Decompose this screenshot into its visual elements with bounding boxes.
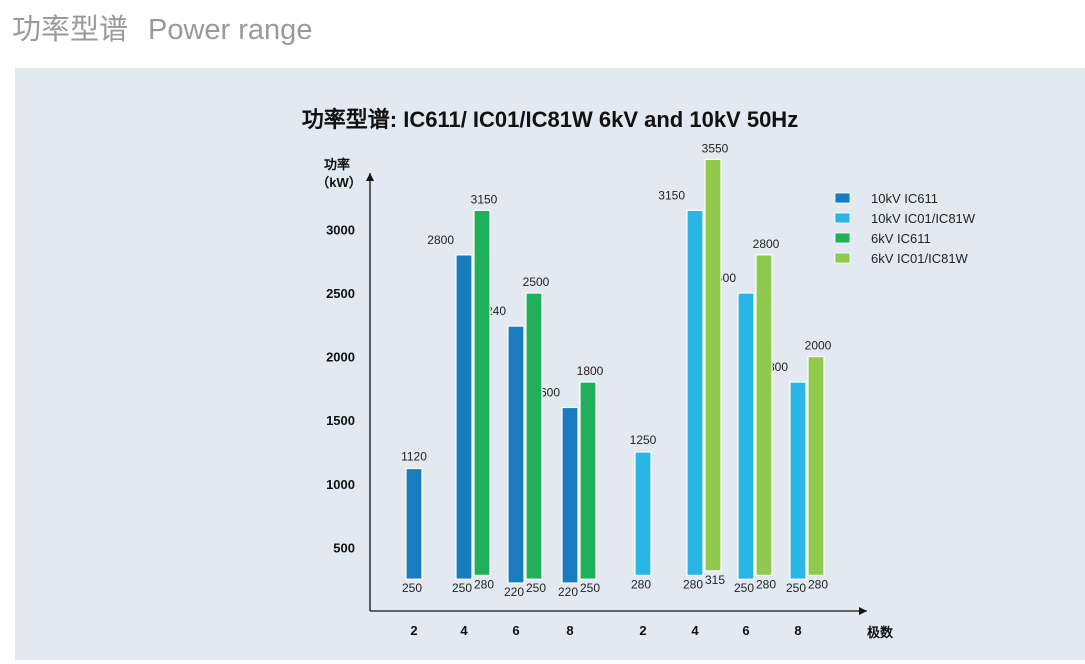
x-tick-label: 6 bbox=[742, 623, 749, 638]
y-tick-label: 2000 bbox=[326, 350, 355, 365]
bar bbox=[737, 292, 755, 580]
data-label-max: 3150 bbox=[471, 192, 498, 206]
chart-panel: 功率型谱: IC611/ IC01/IC81W 6kV and 10kV 50H… bbox=[15, 68, 1085, 660]
data-label-max: 2500 bbox=[523, 275, 550, 289]
data-label-min: 250 bbox=[452, 581, 472, 595]
data-label-min: 280 bbox=[808, 577, 828, 591]
legend-swatch bbox=[834, 252, 851, 264]
data-label-max: 1250 bbox=[630, 433, 657, 447]
bar bbox=[789, 381, 807, 580]
data-label-min: 250 bbox=[734, 581, 754, 595]
data-label-max: 3150 bbox=[658, 188, 685, 202]
bar bbox=[405, 467, 423, 580]
data-label-min: 220 bbox=[558, 585, 578, 599]
bar bbox=[755, 254, 773, 576]
legend-swatch bbox=[834, 212, 851, 224]
data-label-max: 2000 bbox=[805, 339, 832, 353]
data-label-min: 250 bbox=[580, 581, 600, 595]
legend-swatch bbox=[834, 192, 851, 204]
y-tick-label: 500 bbox=[333, 540, 355, 555]
y-tick-label: 2500 bbox=[326, 286, 355, 301]
page-title-cn: 功率型谱 bbox=[12, 12, 129, 46]
x-tick-label: 8 bbox=[566, 623, 573, 638]
x-tick-label: 6 bbox=[512, 623, 519, 638]
data-label-max: 3550 bbox=[702, 141, 729, 155]
bar bbox=[807, 356, 825, 576]
bar bbox=[455, 254, 473, 580]
x-tick-label: 4 bbox=[691, 623, 699, 638]
y-axis-unit-label: （kW） bbox=[316, 175, 362, 190]
legend-swatch bbox=[834, 232, 851, 244]
legend-entry: 10kV IC611 bbox=[871, 191, 938, 206]
bar bbox=[686, 209, 704, 576]
y-tick-label: 3000 bbox=[326, 222, 355, 237]
bar bbox=[525, 292, 543, 580]
data-label-min: 280 bbox=[474, 577, 494, 591]
chart-title: 功率型谱: IC611/ IC01/IC81W 6kV and 10kV 50H… bbox=[302, 107, 798, 132]
data-label-min: 280 bbox=[756, 577, 776, 591]
data-label-max: 1120 bbox=[401, 450, 427, 464]
bar bbox=[634, 451, 652, 576]
data-label-min: 280 bbox=[683, 577, 703, 591]
bar bbox=[579, 381, 597, 580]
data-label-min: 250 bbox=[402, 581, 422, 595]
bar bbox=[561, 406, 579, 584]
y-axis-label: 功率 bbox=[324, 157, 350, 172]
x-tick-label: 2 bbox=[639, 623, 646, 638]
x-axis-arrow bbox=[859, 607, 867, 615]
y-tick-label: 1500 bbox=[326, 413, 355, 428]
data-label-min: 250 bbox=[786, 581, 806, 595]
bar bbox=[473, 209, 491, 576]
data-label-min: 220 bbox=[504, 585, 524, 599]
data-label-max: 2800 bbox=[427, 233, 454, 247]
y-tick-label: 1000 bbox=[326, 477, 355, 492]
bar bbox=[704, 158, 722, 572]
data-label-min: 315 bbox=[705, 573, 725, 587]
x-tick-label: 8 bbox=[794, 623, 801, 638]
y-axis-arrow bbox=[366, 173, 374, 181]
x-tick-label: 4 bbox=[460, 623, 468, 638]
data-label-max: 1800 bbox=[577, 364, 604, 378]
data-label-max: 2800 bbox=[753, 237, 780, 251]
bar bbox=[507, 325, 525, 584]
data-label-min: 250 bbox=[526, 581, 546, 595]
x-tick-label: 2 bbox=[410, 623, 417, 638]
x-axis-label: 极数 bbox=[867, 625, 894, 640]
power-range-chart: 功率型谱: IC611/ IC01/IC81W 6kV and 10kV 50H… bbox=[302, 107, 976, 640]
data-label-min: 280 bbox=[631, 577, 651, 591]
page-title-en: Power range bbox=[148, 14, 313, 46]
legend-entry: 6kV IC01/IC81W bbox=[871, 251, 969, 266]
page-header: 功率型谱 Power range bbox=[12, 6, 312, 48]
legend-entry: 6kV IC611 bbox=[871, 231, 931, 246]
legend-entry: 10kV IC01/IC81W bbox=[871, 211, 976, 226]
